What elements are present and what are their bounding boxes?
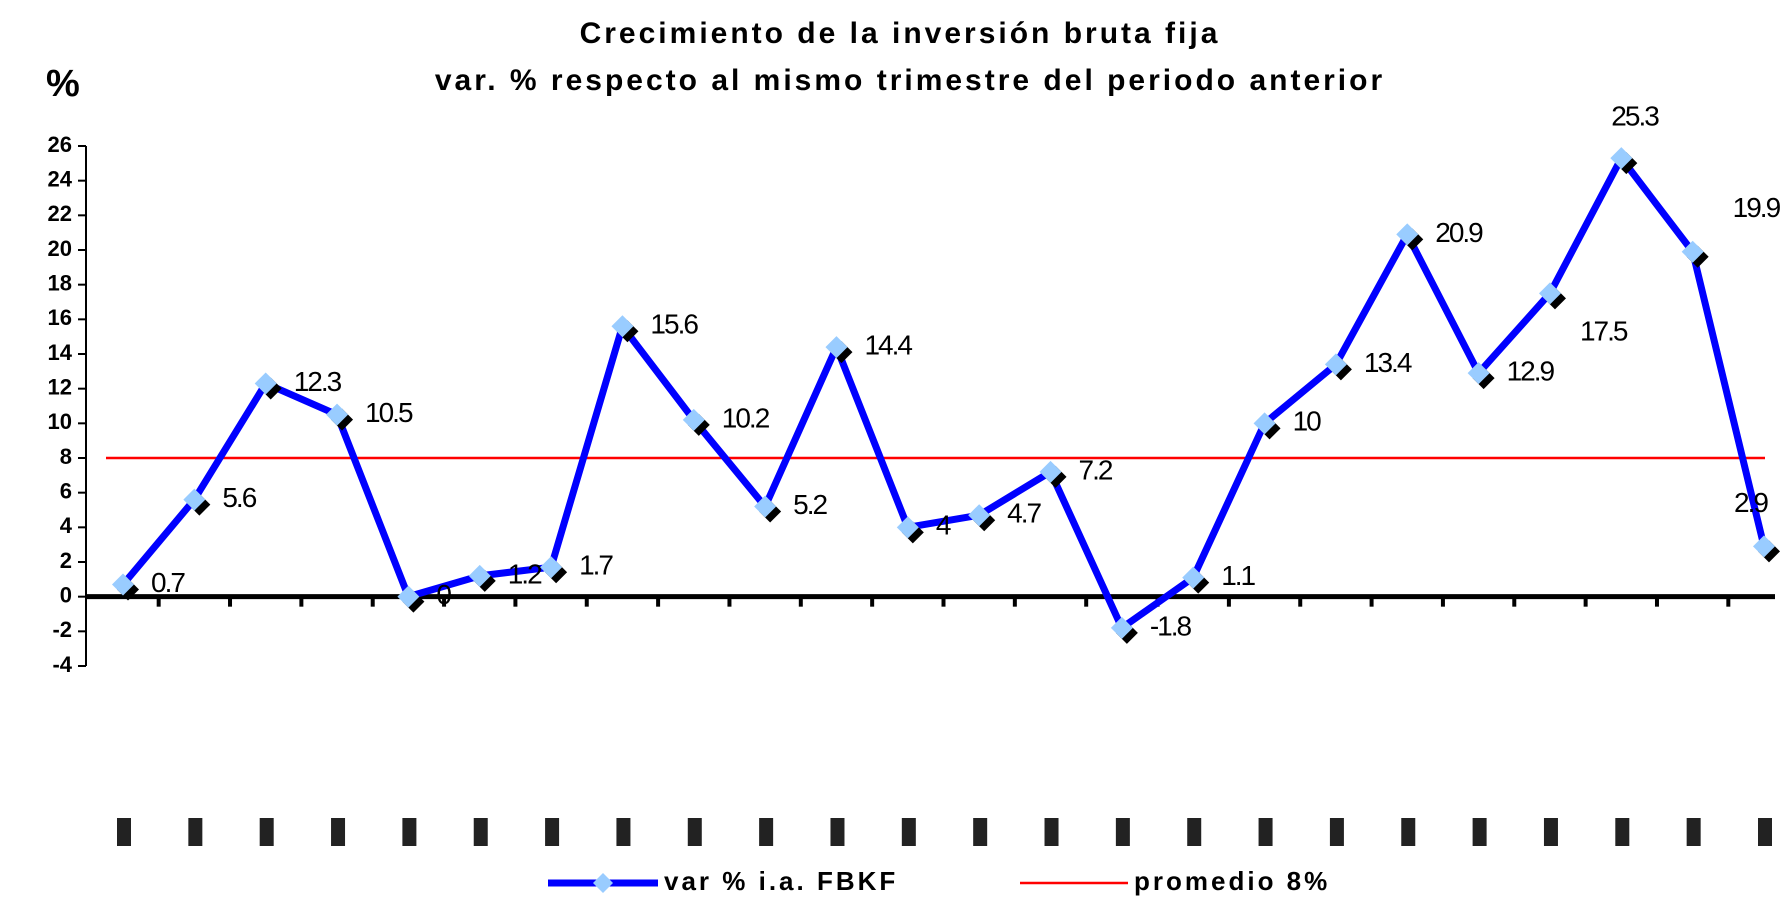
x-tick-glyph <box>830 818 845 846</box>
x-tick-glyph <box>1329 818 1344 846</box>
x-tick-glyph <box>1115 818 1130 846</box>
marker <box>825 336 848 359</box>
x-tick-glyph <box>259 818 274 846</box>
marker <box>1538 282 1561 305</box>
data-label: 15.6 <box>650 309 698 340</box>
marker <box>254 372 277 395</box>
marker <box>682 408 705 431</box>
data-label: 10 <box>1293 406 1322 437</box>
x-tick-glyph <box>687 818 702 846</box>
data-label: 10.5 <box>365 397 413 428</box>
marker <box>1324 353 1347 376</box>
x-tick-glyph <box>616 818 631 846</box>
marker <box>183 488 206 511</box>
legend-marker <box>593 873 613 893</box>
y-tick-label: 18 <box>48 270 72 295</box>
marker <box>1753 535 1775 558</box>
data-label: 1.7 <box>579 550 613 581</box>
data-label: 14.4 <box>864 329 912 360</box>
data-label: 4.7 <box>1007 498 1041 529</box>
data-label: 5.6 <box>222 482 256 513</box>
data-label: 2.9 <box>1734 487 1768 518</box>
x-tick-glyph <box>188 818 203 846</box>
x-tick-glyph <box>759 818 774 846</box>
y-tick-label: 6 <box>60 478 72 503</box>
marker <box>1396 223 1419 246</box>
marker <box>968 504 991 527</box>
x-tick-glyph <box>1758 818 1772 846</box>
data-label: -1.8 <box>1150 610 1192 641</box>
data-label: 25.3 <box>1611 101 1659 132</box>
marker <box>1182 566 1205 589</box>
x-tick-glyph <box>1543 818 1558 846</box>
x-tick-glyph <box>545 818 560 846</box>
data-label: 7.2 <box>1079 454 1113 485</box>
y-tick-label: 12 <box>48 374 72 399</box>
x-tick-glyph <box>1044 818 1059 846</box>
legend-label: promedio 8% <box>1134 866 1330 896</box>
x-tick-glyph <box>1615 818 1630 846</box>
marker <box>468 564 491 587</box>
x-tick-glyph <box>1686 818 1701 846</box>
data-label: 5.2 <box>793 489 827 520</box>
marker <box>1467 362 1490 385</box>
marker <box>112 573 134 596</box>
marker <box>1110 616 1133 639</box>
y-tick-label: 20 <box>48 236 72 261</box>
x-tick-glyph <box>973 818 988 846</box>
y-tick-label: 16 <box>48 305 72 330</box>
marker <box>1039 460 1062 483</box>
y-tick-label: 8 <box>60 444 72 469</box>
marker <box>1610 147 1633 170</box>
y-tick-label: -2 <box>52 617 72 642</box>
x-tick-glyph <box>1187 818 1202 846</box>
data-label: 12.3 <box>294 366 342 397</box>
x-tick-glyph <box>331 818 346 846</box>
x-tick-glyph <box>473 818 488 846</box>
chart-subtitle: var. % respecto al mismo trimestre del p… <box>435 64 1385 97</box>
marker <box>754 495 777 518</box>
data-label: 13.4 <box>1364 347 1412 378</box>
marker <box>1681 240 1704 263</box>
y-axis-label: % <box>46 63 80 105</box>
data-label: 19.9 <box>1733 192 1781 223</box>
x-tick-glyph <box>402 818 417 846</box>
chart-title: Crecimiento de la inversión bruta fija <box>580 17 1221 50</box>
series-line <box>120 154 1768 632</box>
data-label: 1.2 <box>508 558 542 589</box>
y-tick-label: 22 <box>48 201 72 226</box>
y-tick-label: -4 <box>52 652 72 677</box>
marker <box>1253 412 1276 435</box>
marker <box>326 403 349 426</box>
data-label: 1.1 <box>1221 560 1255 591</box>
y-tick-label: 0 <box>60 582 72 607</box>
data-label: 17.5 <box>1580 316 1628 347</box>
marker <box>540 556 563 579</box>
y-tick-label: 26 <box>48 132 72 157</box>
data-label: 12.9 <box>1507 355 1555 386</box>
data-label: 20.9 <box>1435 217 1483 248</box>
y-tick-label: 14 <box>48 340 73 365</box>
legend-label: var % i.a. FBKF <box>664 866 898 896</box>
data-label: 0.7 <box>151 567 185 598</box>
y-tick-label: 2 <box>60 548 72 573</box>
data-label: 4 <box>936 510 951 541</box>
x-tick-glyph <box>117 818 131 846</box>
x-tick-glyph <box>1472 818 1487 846</box>
marker <box>397 585 420 608</box>
x-tick-glyph <box>1401 818 1416 846</box>
y-tick-label: 24 <box>48 166 73 191</box>
y-tick-label: 10 <box>48 409 72 434</box>
marker <box>896 516 919 539</box>
y-tick-label: 4 <box>60 513 73 538</box>
x-tick-glyph <box>1258 818 1273 846</box>
data-label: 0 <box>436 579 451 610</box>
x-tick-glyph <box>901 818 916 846</box>
marker <box>611 315 634 338</box>
data-label: 10.2 <box>722 402 770 433</box>
